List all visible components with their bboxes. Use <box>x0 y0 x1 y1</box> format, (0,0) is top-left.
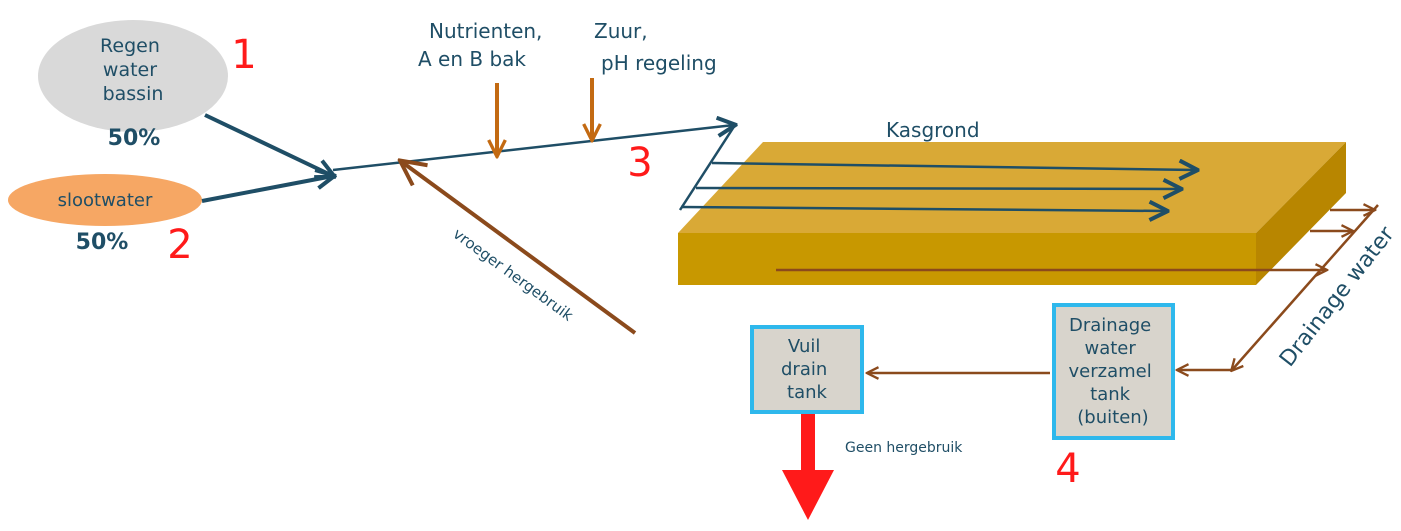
acid-label-line-2: pH regeling <box>601 51 717 75</box>
svg-text:Regen water bassin: Regen water bassin <box>100 35 166 105</box>
ditch-label: slootwater <box>58 190 153 211</box>
nutrients-label-line-2: A en B bak <box>418 47 526 71</box>
nutrients-label-line-1: Nutrienten, <box>429 19 542 43</box>
collect-tank-line-5: (buiten) <box>1077 407 1148 428</box>
ditch-water-shape <box>8 174 202 226</box>
dirty-drain-tank: Vuil drain tank <box>750 325 864 414</box>
number-3: 3 <box>627 140 652 186</box>
dirty-tank-line-3: tank <box>787 382 827 403</box>
rain-label-line-3: bassin <box>103 83 164 105</box>
number-4: 4 <box>1055 446 1080 492</box>
collect-tank-line-3: verzamel <box>1069 361 1152 382</box>
drainage-collector-line <box>1232 204 1379 370</box>
distribution-line-1 <box>711 163 1196 170</box>
collection-tank-box <box>1052 303 1175 440</box>
supply-line-arrow <box>332 125 734 172</box>
rain-label-line-2: water <box>103 59 157 81</box>
rain-water-source: Regen water bassin 50% 1 <box>38 20 257 151</box>
ditch-percent: 50% <box>76 230 129 255</box>
svg-text:Drainage water ver: Drainage water verzamel tank (buiten) <box>1069 315 1158 428</box>
greenhouse-soil-bed: Kasgrond <box>678 118 1346 285</box>
distribution-manifold <box>678 124 737 211</box>
svg-text:Nutrienten, A en B bak: Nutrienten, A en B bak <box>418 19 549 71</box>
svg-text:Vuil drain tank: Vuil drain tank <box>781 336 833 403</box>
acid-label-line-1: Zuur, <box>594 19 648 43</box>
former-reuse-arrow <box>402 162 637 335</box>
discharge-arrow-shaft <box>801 414 815 474</box>
no-reuse-discharge: Geen hergebruik <box>782 414 963 520</box>
distribution-line-2 <box>695 188 1180 189</box>
ditch-to-mix-arrow <box>201 176 333 203</box>
collect-tank-line-4: tank <box>1090 384 1130 405</box>
rain-to-mix-arrow <box>204 113 333 176</box>
soil-front-face <box>678 233 1256 285</box>
drainage-collection-tank: Drainage water verzamel tank (buiten) 4 <box>1052 303 1175 492</box>
soil-side-face <box>1256 142 1346 285</box>
rain-percent: 50% <box>108 126 161 151</box>
distribution-line-3 <box>680 207 1166 211</box>
acid-input: Zuur, pH regeling <box>592 19 717 139</box>
no-reuse-label: Geen hergebruik <box>845 440 963 456</box>
distribution-lines <box>678 124 1196 211</box>
number-2: 2 <box>167 222 192 268</box>
number-1: 1 <box>231 32 256 78</box>
rain-label-line-1: Regen <box>100 35 160 57</box>
discharge-arrow-head <box>782 470 834 520</box>
field-label: Kasgrond <box>886 118 980 142</box>
nutrients-input: Nutrienten, A en B bak <box>418 19 549 155</box>
dirty-tank-line-2: drain <box>781 359 827 380</box>
dirty-tank-box <box>750 325 864 414</box>
dirty-tank-line-1: Vuil <box>788 336 821 357</box>
collect-tank-line-2: water <box>1084 338 1136 359</box>
ditch-water-source: slootwater 50% 2 <box>8 174 202 268</box>
collect-tank-line-1: Drainage <box>1069 315 1151 336</box>
svg-text:Zuur, pH regeling: Zuur, pH regeling <box>594 19 717 75</box>
rain-water-basin-shape <box>38 20 228 132</box>
